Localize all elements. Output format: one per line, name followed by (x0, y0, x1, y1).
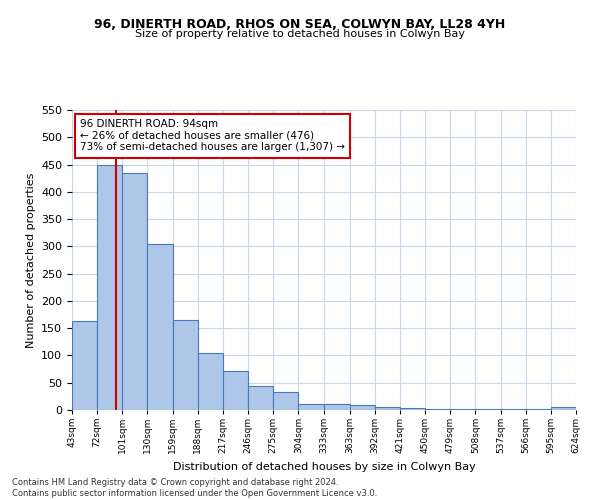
Text: 96, DINERTH ROAD, RHOS ON SEA, COLWYN BAY, LL28 4YH: 96, DINERTH ROAD, RHOS ON SEA, COLWYN BA… (94, 18, 506, 30)
Bar (551, 408, 576, 410)
Bar (323, 404, 350, 410)
Bar (375, 408, 400, 410)
Bar (475, 409, 500, 410)
Bar (400, 408, 425, 410)
Bar (350, 405, 375, 410)
Bar (223, 370, 248, 410)
Bar (198, 352, 223, 410)
Bar (122, 172, 148, 410)
Text: Size of property relative to detached houses in Colwyn Bay: Size of property relative to detached ho… (135, 29, 465, 39)
Bar (248, 386, 273, 410)
X-axis label: Distribution of detached houses by size in Colwyn Bay: Distribution of detached houses by size … (173, 462, 475, 471)
Bar (273, 392, 298, 410)
Bar (298, 404, 323, 410)
Bar (97, 164, 122, 410)
Bar (425, 409, 450, 410)
Y-axis label: Number of detached properties: Number of detached properties (26, 172, 35, 348)
Bar (148, 244, 173, 410)
Bar (173, 320, 198, 410)
Text: 96 DINERTH ROAD: 94sqm
← 26% of detached houses are smaller (476)
73% of semi-de: 96 DINERTH ROAD: 94sqm ← 26% of detached… (80, 120, 345, 152)
Bar (450, 409, 475, 410)
Text: Contains HM Land Registry data © Crown copyright and database right 2024.
Contai: Contains HM Land Registry data © Crown c… (12, 478, 377, 498)
Bar (72, 321, 97, 410)
